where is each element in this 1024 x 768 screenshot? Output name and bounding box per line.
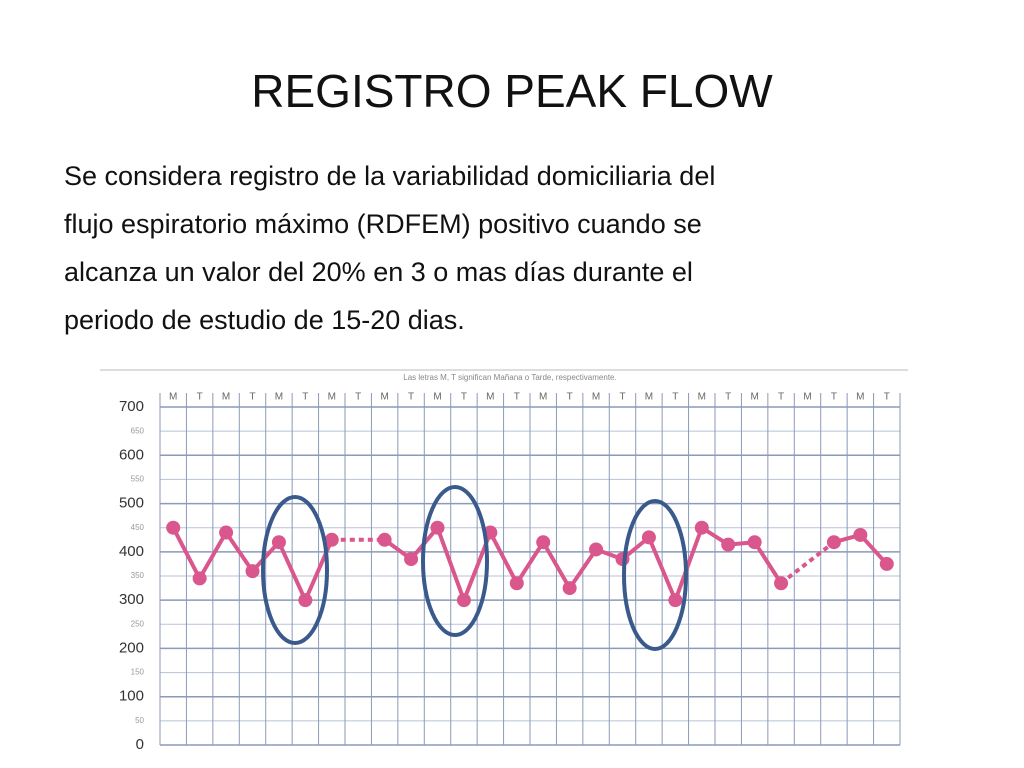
y-tick-label: 650 (131, 426, 145, 435)
highlight-ellipse (261, 495, 329, 645)
body-line: periodo de estudio de 15-20 dias. (64, 305, 465, 335)
x-tick-label: T (672, 392, 678, 403)
data-point (404, 552, 419, 567)
x-tick-label: M (592, 392, 600, 403)
x-tick-label: T (197, 392, 203, 403)
data-point (589, 542, 604, 557)
highlight-ellipse (421, 485, 489, 637)
x-tick-label: T (302, 392, 308, 403)
y-tick-label: 600 (119, 446, 144, 463)
x-tick-label: M (275, 392, 283, 403)
data-point (826, 535, 841, 550)
x-tick-label: M (486, 392, 494, 403)
x-tick-label: T (778, 392, 784, 403)
x-tick-label: M (645, 392, 653, 403)
x-tick-label: M (222, 392, 230, 403)
x-tick-label: M (328, 392, 336, 403)
data-point (509, 576, 524, 591)
y-tick-label: 450 (131, 523, 145, 532)
data-point (166, 520, 181, 535)
y-tick-label: 200 (119, 639, 144, 656)
chart-subtitle: Las letras M, T significan Mañana o Tard… (403, 373, 616, 382)
y-tick-label: 550 (131, 475, 145, 484)
x-tick-label: T (461, 392, 467, 403)
data-point (747, 535, 762, 550)
series-line (171, 526, 334, 603)
y-tick-label: 350 (131, 571, 145, 580)
data-point (245, 564, 260, 579)
y-tick-label: 0 (136, 736, 144, 753)
y-tick-label: 300 (119, 591, 144, 608)
x-tick-label: T (249, 392, 255, 403)
x-tick-label: M (539, 392, 547, 403)
body-line: alcanza un valor del 20% en 3 o mas días… (64, 257, 693, 287)
data-point (377, 532, 392, 547)
x-tick-label: T (619, 392, 625, 403)
x-tick-label: T (884, 392, 890, 403)
data-point (721, 537, 736, 552)
data-point (853, 527, 868, 542)
x-tick-label: M (856, 392, 864, 403)
x-tick-label: M (750, 392, 758, 403)
y-tick-label: 50 (135, 716, 144, 725)
data-point (668, 593, 683, 608)
y-tick-label: 500 (119, 495, 144, 512)
gap-bridge (779, 540, 836, 585)
data-point (774, 576, 789, 591)
x-tick-label: T (408, 392, 414, 403)
data-point (219, 525, 234, 540)
data-point (879, 556, 894, 571)
y-tick-label: 150 (131, 668, 145, 677)
data-point (192, 571, 207, 586)
x-tick-label: T (514, 392, 520, 403)
x-tick-label: M (380, 392, 388, 403)
y-tick-label: 250 (131, 619, 145, 628)
y-tick-label: 100 (119, 688, 144, 705)
x-tick-label: M (803, 392, 811, 403)
x-tick-label: M (433, 392, 441, 403)
x-tick-label: T (831, 392, 837, 403)
x-tick-label: T (567, 392, 573, 403)
data-point (298, 593, 313, 608)
x-tick-label: M (169, 392, 177, 403)
body-text: Se considera registro de la variabilidad… (64, 152, 964, 344)
data-point (641, 530, 656, 545)
data-point (694, 520, 709, 535)
slide-title: REGISTRO PEAK FLOW (251, 65, 773, 117)
body-line: flujo espiratorio máximo (RDFEM) positiv… (64, 209, 702, 239)
series-line (383, 525, 783, 603)
data-point (536, 535, 551, 550)
x-tick-label: T (355, 392, 361, 403)
y-tick-label: 400 (119, 543, 144, 560)
x-tick-label: M (698, 392, 706, 403)
highlight-ellipse (622, 499, 688, 651)
body-line: Se considera registro de la variabilidad… (64, 161, 716, 191)
data-point (430, 520, 445, 535)
data-point (324, 532, 339, 547)
x-tick-label: T (725, 392, 731, 403)
data-point (271, 535, 286, 550)
y-tick-label: 700 (119, 398, 144, 415)
data-point (562, 581, 577, 596)
data-point (456, 593, 471, 608)
